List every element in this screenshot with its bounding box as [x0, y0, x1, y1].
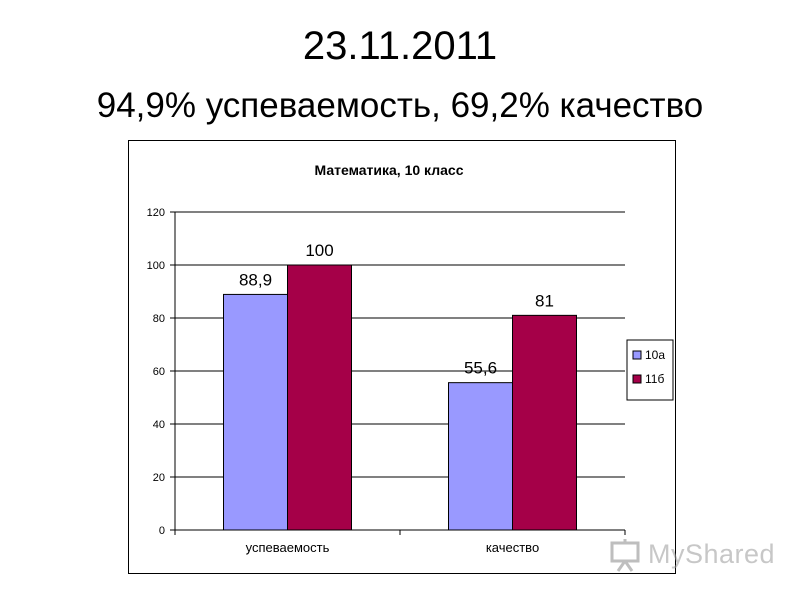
y-tick-label: 120: [147, 207, 165, 219]
legend-label: 11б: [645, 372, 664, 386]
legend-label: 10а: [645, 348, 665, 362]
x-tick-label: качество: [486, 540, 539, 555]
legend-swatch: [632, 374, 642, 384]
watermark-text: MyShared: [648, 539, 776, 569]
data-label: 88,9: [239, 270, 272, 289]
y-tick-label: 60: [153, 366, 165, 378]
bar: [512, 314, 577, 531]
watermark-logo: MyShared: [606, 537, 776, 573]
slide-title: 23.11.2011: [302, 24, 498, 68]
legend-swatch: [632, 350, 642, 360]
y-tick-label: 80: [153, 313, 165, 325]
y-tick-label: 100: [147, 260, 165, 272]
bar-chart: Математика, 10 класс 0 20 40 60 80 100 120 успе…: [147, 162, 674, 555]
y-tick-label: 40: [153, 419, 165, 431]
y-tick-label: 0: [159, 525, 165, 537]
bar: [448, 382, 513, 531]
data-label: 100: [305, 241, 333, 260]
x-tick-label: успеваемость: [246, 540, 330, 555]
chart-title: Математика, 10 класс: [315, 162, 464, 178]
bar: [223, 293, 288, 531]
legend-box: [626, 339, 674, 401]
slide-subtitle: 94,9% успеваемость, 69,2% качество: [96, 86, 704, 125]
data-label: 81: [535, 291, 554, 310]
data-label: 55,6: [464, 359, 497, 378]
bar: [287, 264, 352, 531]
presentation-icon: [610, 539, 640, 572]
y-tick-label: 20: [153, 472, 165, 484]
chart-container: Математика, 10 класс 0 20 40 60 80 100 120 успе…: [128, 140, 676, 574]
